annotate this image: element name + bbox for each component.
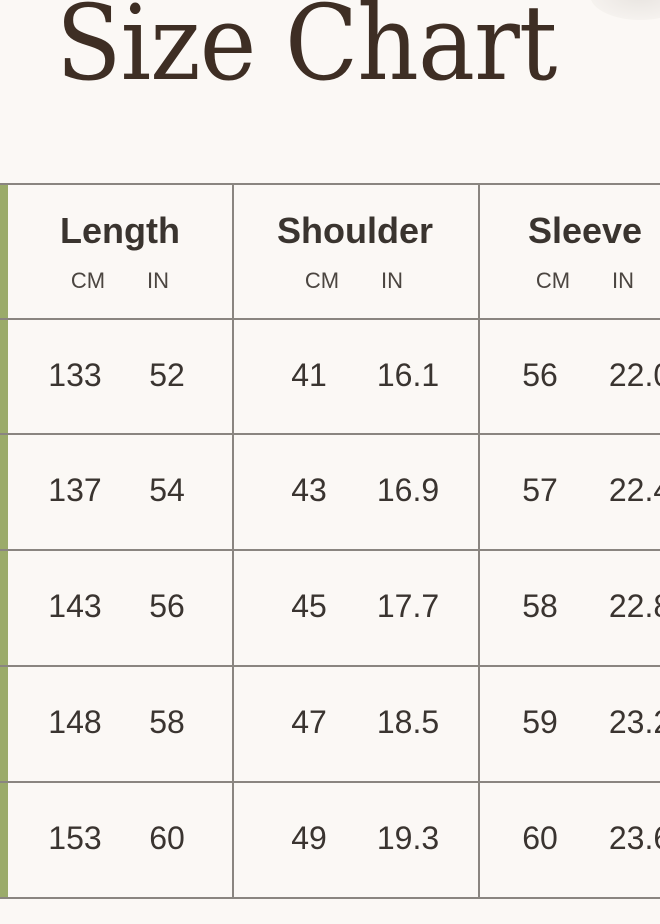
table-column-divider: [478, 183, 480, 897]
table-row-divider: [0, 549, 660, 551]
table-cell: 23.2: [608, 704, 660, 740]
table-row-divider: [0, 318, 660, 320]
table-cell: 60: [149, 820, 185, 856]
table-cell: 143: [48, 588, 102, 624]
table-row-divider: [0, 665, 660, 667]
unit-label: CM: [535, 268, 571, 293]
table-cell: 57: [522, 472, 558, 508]
table-row-divider: [0, 183, 660, 185]
table-cell: 133: [48, 356, 102, 393]
table-cell: 58: [149, 704, 185, 740]
table-cell: 23.6: [608, 820, 660, 856]
table-cell: 22.4: [608, 472, 660, 508]
table-cell: 19.3: [376, 820, 440, 856]
table-cell: 49: [291, 820, 327, 856]
table-cell: 148: [48, 704, 102, 740]
page-title: Size Chart: [56, 0, 557, 104]
table-cell: 60: [522, 820, 558, 856]
table-cell: 137: [48, 472, 102, 508]
unit-label: CM: [304, 268, 340, 293]
column-header-sleeve: Sleeve: [527, 210, 643, 251]
table-column-divider: [232, 183, 234, 897]
table-cell: 41: [291, 356, 327, 393]
table-cell: 22.8: [608, 588, 660, 624]
unit-label: CM: [70, 268, 106, 293]
table-row-divider: [0, 433, 660, 435]
unit-label: IN: [381, 268, 403, 293]
column-header-length: Length: [60, 210, 180, 251]
table-cell: 16.9: [376, 472, 440, 508]
table-cell: 18.5: [376, 704, 440, 740]
table-cell: 52: [149, 356, 185, 393]
unit-label: IN: [612, 268, 634, 293]
table-cell: 22.0: [608, 356, 660, 393]
accent-bar: [0, 183, 8, 897]
table-cell: 16.1: [376, 356, 440, 393]
table-row-divider: [0, 781, 660, 783]
column-header-shoulder: Shoulder: [276, 210, 433, 251]
table-cell: 43: [291, 472, 327, 508]
table-cell: 153: [48, 820, 102, 856]
table-cell: 59: [522, 704, 558, 740]
unit-label: IN: [147, 268, 169, 293]
table-cell: 56: [149, 588, 185, 624]
table-cell: 17.7: [376, 588, 440, 624]
table-cell: 56: [522, 356, 558, 393]
corner-shadow: [590, 0, 660, 20]
table-cell: 54: [149, 472, 185, 508]
table-row-divider: [0, 897, 660, 899]
table-cell: 58: [522, 588, 558, 624]
table-cell: 47: [291, 704, 327, 740]
table-cell: 45: [291, 588, 327, 624]
